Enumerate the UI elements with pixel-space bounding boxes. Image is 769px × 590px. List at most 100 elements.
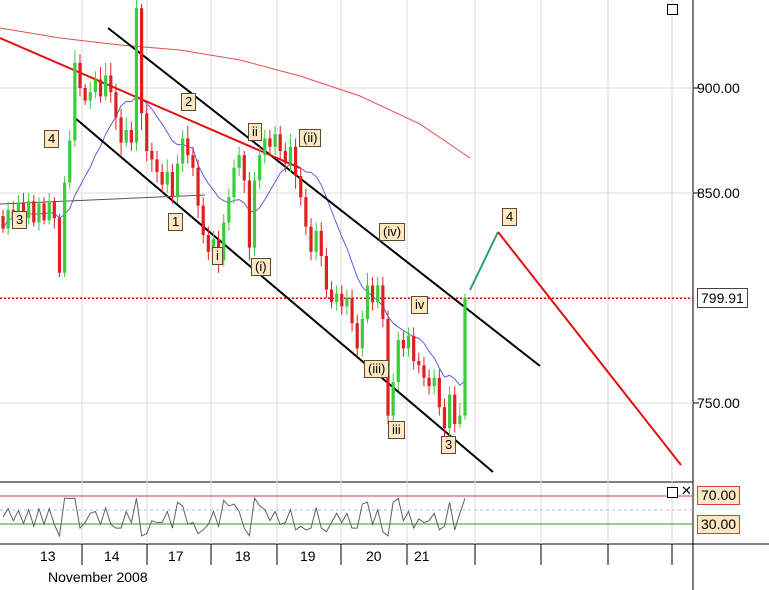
candle-body	[355, 323, 359, 349]
candle-body	[242, 155, 246, 181]
candle-body	[365, 285, 370, 319]
candle-body	[263, 138, 267, 156]
wave-label: 4	[502, 208, 518, 226]
candle-body	[335, 293, 339, 303]
candle-body	[283, 151, 287, 164]
candle-body	[222, 222, 226, 261]
candle-body	[73, 62, 77, 141]
projection-up-line	[469, 231, 499, 291]
candle-body	[278, 134, 282, 151]
candle-body	[134, 8, 139, 143]
candle-body	[206, 235, 210, 252]
candle-body	[381, 285, 385, 319]
wave-label: (iii)	[364, 360, 390, 378]
candle-body	[32, 201, 36, 223]
candle-body	[458, 415, 462, 424]
candle-body	[98, 79, 103, 97]
candle-body	[42, 203, 46, 221]
wave-label: 4	[44, 130, 60, 148]
x-tick-label: 14	[104, 548, 120, 564]
candle-body	[124, 130, 128, 143]
candle-body	[412, 335, 416, 361]
candle-body	[27, 201, 31, 219]
candle-body	[427, 377, 431, 387]
candle-body	[68, 140, 72, 183]
candle-body	[237, 155, 241, 168]
x-tick-label: 17	[168, 548, 184, 564]
wave-label: iv	[411, 296, 429, 314]
candle-body	[406, 335, 411, 349]
candle-body	[227, 197, 231, 223]
candlestick-series	[1, 0, 467, 441]
candle-body	[314, 230, 318, 252]
candle-body	[340, 293, 344, 307]
candle-body	[175, 163, 180, 198]
x-tick-label: 13	[40, 548, 56, 564]
oscillator-lower-label: 30.00	[697, 515, 741, 534]
candle-body	[155, 159, 159, 172]
candle-body	[396, 340, 400, 382]
candle-body	[37, 203, 41, 223]
candle-body	[273, 134, 277, 147]
candle-body	[258, 155, 262, 181]
candle-body	[232, 167, 236, 198]
candle-body	[324, 256, 328, 290]
oscillator-line	[2, 496, 466, 538]
candle-body	[299, 176, 303, 198]
month-label: November 2008	[48, 569, 148, 585]
price-tick-label: 750.00	[697, 395, 740, 411]
candle-body	[211, 239, 216, 252]
candle-body	[93, 79, 97, 93]
candle-body	[391, 382, 395, 416]
projection-lines	[469, 231, 682, 466]
wave-label: iii	[388, 421, 405, 439]
wave-label: (ii)	[299, 129, 322, 147]
wave-label: (iv)	[379, 223, 406, 241]
candle-body	[191, 155, 195, 168]
candle-body	[432, 377, 436, 387]
maximize-oscillator-button[interactable]	[667, 487, 678, 498]
candle-body	[165, 172, 169, 185]
red-trend-line	[0, 37, 301, 169]
candle-body	[401, 340, 405, 349]
upper-channel-line	[107, 27, 541, 367]
candle-body	[422, 365, 426, 378]
candle-body	[181, 138, 185, 164]
candle-body	[88, 92, 92, 101]
candle-body	[350, 298, 354, 324]
candle-body	[252, 180, 257, 248]
candle-body	[16, 203, 20, 219]
maximize-price-panel-button[interactable]	[667, 4, 678, 15]
candle-body	[437, 377, 441, 408]
close-icon[interactable]: ✕	[681, 484, 692, 499]
wave-label: 1	[168, 213, 184, 231]
wave-label: 3	[12, 211, 28, 229]
candle-body	[63, 182, 67, 273]
x-tick-label: 21	[414, 548, 430, 564]
current-price-label: 799.91	[697, 288, 748, 308]
candle-body	[78, 62, 82, 88]
candle-body	[186, 138, 190, 156]
x-tick-label: 20	[366, 548, 382, 564]
candle-body	[145, 113, 149, 151]
axis-ticks	[693, 87, 699, 404]
candle-body	[463, 298, 467, 416]
candle-body	[1, 216, 5, 229]
x-tick-label: 18	[235, 548, 251, 564]
candle-body	[371, 285, 375, 303]
wave-label: (i)	[251, 258, 271, 276]
candle-body	[360, 319, 364, 349]
candle-body	[150, 151, 154, 160]
candle-body	[345, 298, 349, 307]
candle-body	[196, 167, 200, 206]
candle-body	[453, 394, 457, 424]
trend-channels	[0, 27, 541, 473]
slow-moving-average	[0, 27, 471, 159]
candle-body	[83, 88, 87, 101]
wave-label: 3	[441, 436, 457, 454]
candle-body	[201, 205, 205, 235]
candle-body	[119, 117, 123, 143]
candle-body	[304, 197, 308, 227]
